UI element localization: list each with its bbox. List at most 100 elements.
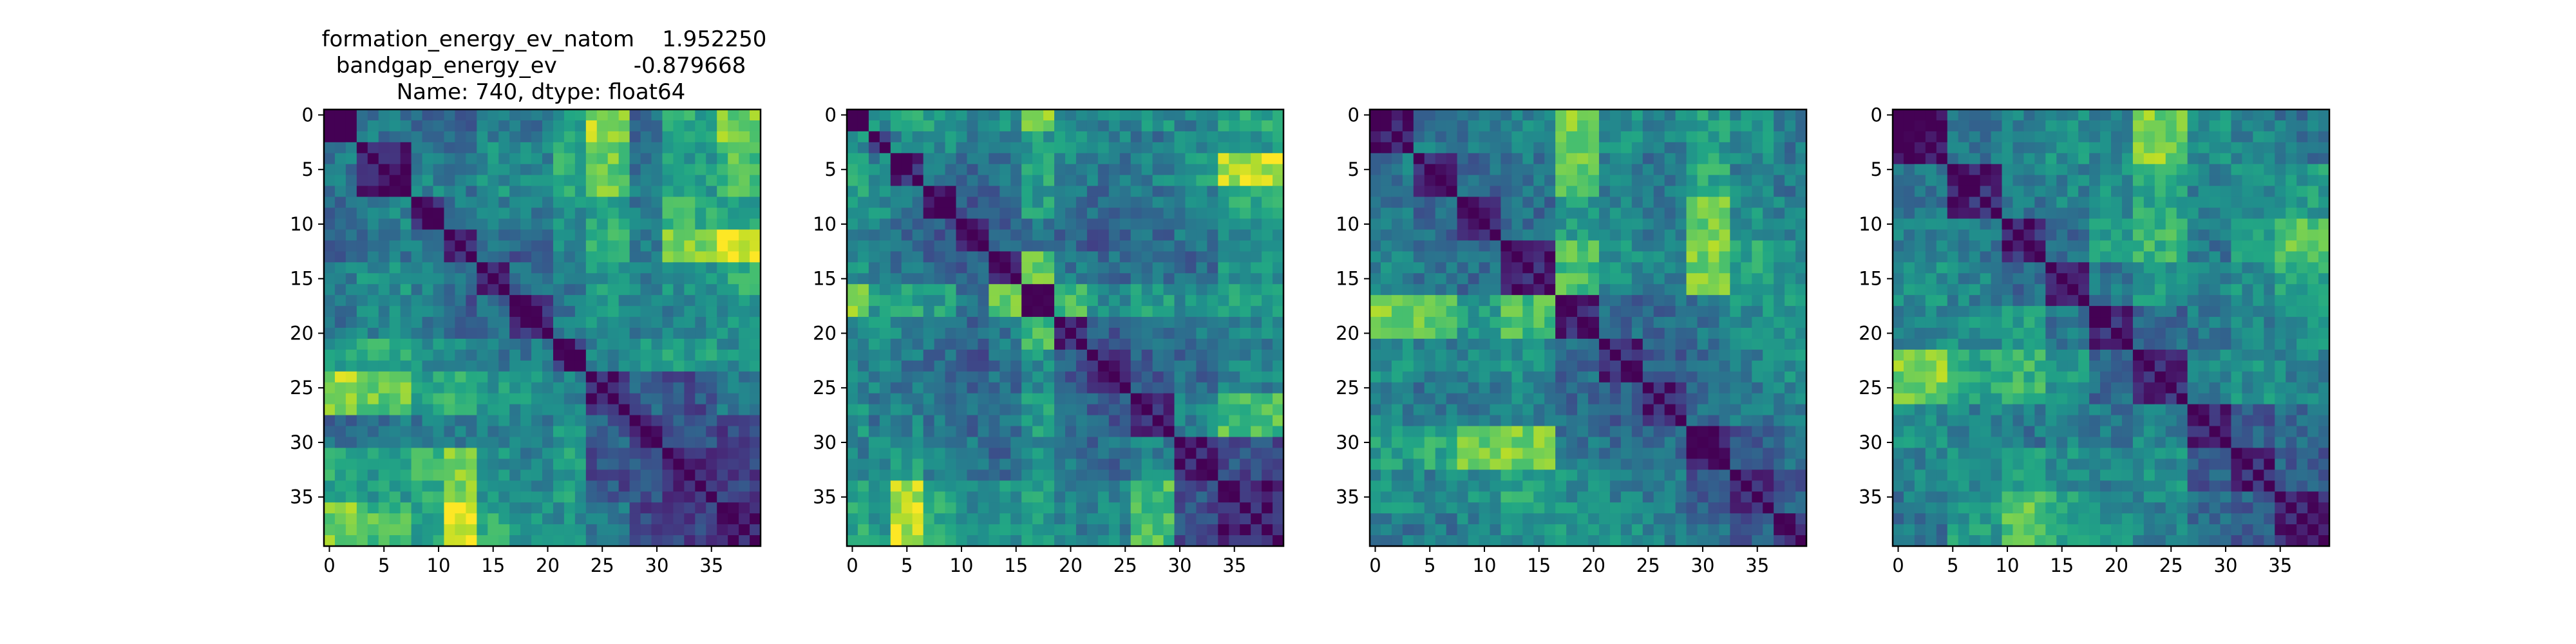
heatmap-cell bbox=[1653, 273, 1665, 285]
heatmap-cell bbox=[2198, 109, 2210, 121]
heatmap-cell bbox=[1043, 349, 1055, 361]
heatmap-cell bbox=[422, 371, 434, 383]
heatmap-cell bbox=[1763, 448, 1774, 459]
heatmap-cell bbox=[520, 371, 532, 383]
heatmap-cell bbox=[1380, 109, 1392, 121]
heatmap-cell bbox=[945, 393, 957, 405]
heatmap-cell bbox=[422, 491, 434, 503]
heatmap-cell bbox=[1262, 284, 1273, 296]
heatmap-cell bbox=[684, 415, 696, 427]
heatmap-cell bbox=[1533, 284, 1545, 296]
heatmap-cell bbox=[1511, 360, 1523, 372]
heatmap-cell bbox=[739, 360, 750, 372]
heatmap-cell bbox=[1522, 524, 1534, 536]
heatmap-cell bbox=[1719, 218, 1730, 231]
heatmap-cell bbox=[1021, 175, 1033, 187]
heatmap-cell bbox=[989, 251, 1000, 263]
heatmap-cell bbox=[498, 164, 510, 176]
heatmap-cell bbox=[466, 513, 477, 525]
heatmap-cell bbox=[901, 273, 913, 285]
heatmap-cell bbox=[695, 229, 706, 241]
heatmap-cell bbox=[1152, 360, 1164, 372]
heatmap-cell bbox=[1457, 251, 1469, 263]
heatmap-cell bbox=[2121, 109, 2134, 121]
heatmap-cell bbox=[356, 317, 368, 328]
heatmap-cell bbox=[1577, 371, 1589, 383]
heatmap-cell bbox=[455, 175, 466, 187]
heatmap-cell bbox=[411, 306, 423, 317]
heatmap-cell bbox=[585, 415, 598, 427]
heatmap-cell bbox=[1163, 229, 1175, 241]
heatmap-cell bbox=[728, 306, 739, 317]
heatmap-cell bbox=[651, 218, 663, 231]
heatmap-cell bbox=[1457, 317, 1469, 328]
heatmap-cell bbox=[1119, 415, 1132, 427]
heatmap-cell bbox=[466, 229, 477, 241]
heatmap-cell bbox=[1273, 535, 1284, 547]
heatmap-cell bbox=[1653, 393, 1665, 405]
heatmap-cell bbox=[531, 491, 543, 503]
heatmap-cell bbox=[1457, 382, 1469, 394]
heatmap-cell bbox=[1490, 240, 1501, 252]
heatmap-cell bbox=[477, 185, 488, 198]
heatmap-cell bbox=[1730, 109, 1741, 121]
heatmap-cell bbox=[433, 229, 445, 241]
heatmap-cell bbox=[1424, 426, 1436, 438]
heatmap-cell bbox=[433, 393, 445, 405]
heatmap-cell bbox=[945, 273, 957, 285]
heatmap-cell bbox=[1413, 262, 1425, 274]
heatmap-cell bbox=[520, 393, 532, 405]
heatmap-cell bbox=[1380, 535, 1392, 547]
heatmap-cell bbox=[673, 229, 685, 241]
x-tick-label: 30 bbox=[1168, 554, 1192, 576]
heatmap-cell bbox=[1708, 284, 1719, 296]
heatmap-cell bbox=[1555, 317, 1567, 328]
heatmap-cell bbox=[728, 120, 739, 132]
heatmap-cell bbox=[553, 153, 565, 165]
heatmap-cell bbox=[444, 360, 455, 372]
heatmap-cell bbox=[607, 491, 620, 503]
heatmap-cell bbox=[1719, 491, 1730, 503]
heatmap-cell bbox=[488, 437, 499, 449]
heatmap-cell bbox=[378, 240, 390, 252]
heatmap-cell bbox=[1653, 164, 1665, 176]
heatmap-cell bbox=[1262, 360, 1273, 372]
heatmap-cell bbox=[912, 262, 924, 274]
heatmap-cell bbox=[750, 426, 761, 438]
heatmap-cell bbox=[2067, 120, 2079, 132]
heatmap-cell bbox=[879, 469, 891, 481]
heatmap-cell bbox=[1380, 491, 1392, 503]
heatmap-cell bbox=[651, 131, 663, 143]
heatmap-cell bbox=[433, 360, 445, 372]
heatmap-cell bbox=[1021, 196, 1033, 209]
heatmap-cell bbox=[1413, 317, 1425, 328]
heatmap-cell bbox=[1391, 404, 1403, 416]
heatmap-cell bbox=[1795, 535, 1807, 547]
heatmap-cell bbox=[477, 306, 488, 317]
heatmap-cell bbox=[1075, 371, 1088, 383]
heatmap-cell bbox=[345, 393, 357, 405]
heatmap-cell bbox=[564, 502, 576, 514]
heatmap-cell bbox=[574, 142, 587, 154]
heatmap-cell bbox=[324, 120, 336, 132]
heatmap-cell bbox=[1697, 251, 1709, 263]
heatmap-cell bbox=[1675, 524, 1687, 536]
heatmap-cell bbox=[334, 229, 346, 241]
heatmap-cell bbox=[1511, 185, 1523, 198]
heatmap-cell bbox=[1730, 513, 1741, 525]
heatmap-cell bbox=[389, 185, 401, 198]
heatmap-cell bbox=[509, 491, 521, 503]
heatmap-cell bbox=[1577, 459, 1589, 470]
heatmap-cell bbox=[488, 196, 499, 209]
heatmap-cell bbox=[901, 349, 913, 361]
heatmap-cell bbox=[1566, 448, 1578, 459]
heatmap-cell bbox=[1262, 317, 1273, 328]
heatmap-cell bbox=[1555, 415, 1567, 427]
heatmap-cell bbox=[934, 393, 946, 405]
heatmap-cell bbox=[1010, 448, 1022, 459]
heatmap-cell bbox=[847, 426, 858, 438]
heatmap-cell bbox=[1021, 120, 1033, 132]
heatmap-cell bbox=[1631, 196, 1643, 209]
heatmap-cell bbox=[1785, 437, 1796, 449]
heatmap-cell bbox=[1402, 426, 1414, 438]
